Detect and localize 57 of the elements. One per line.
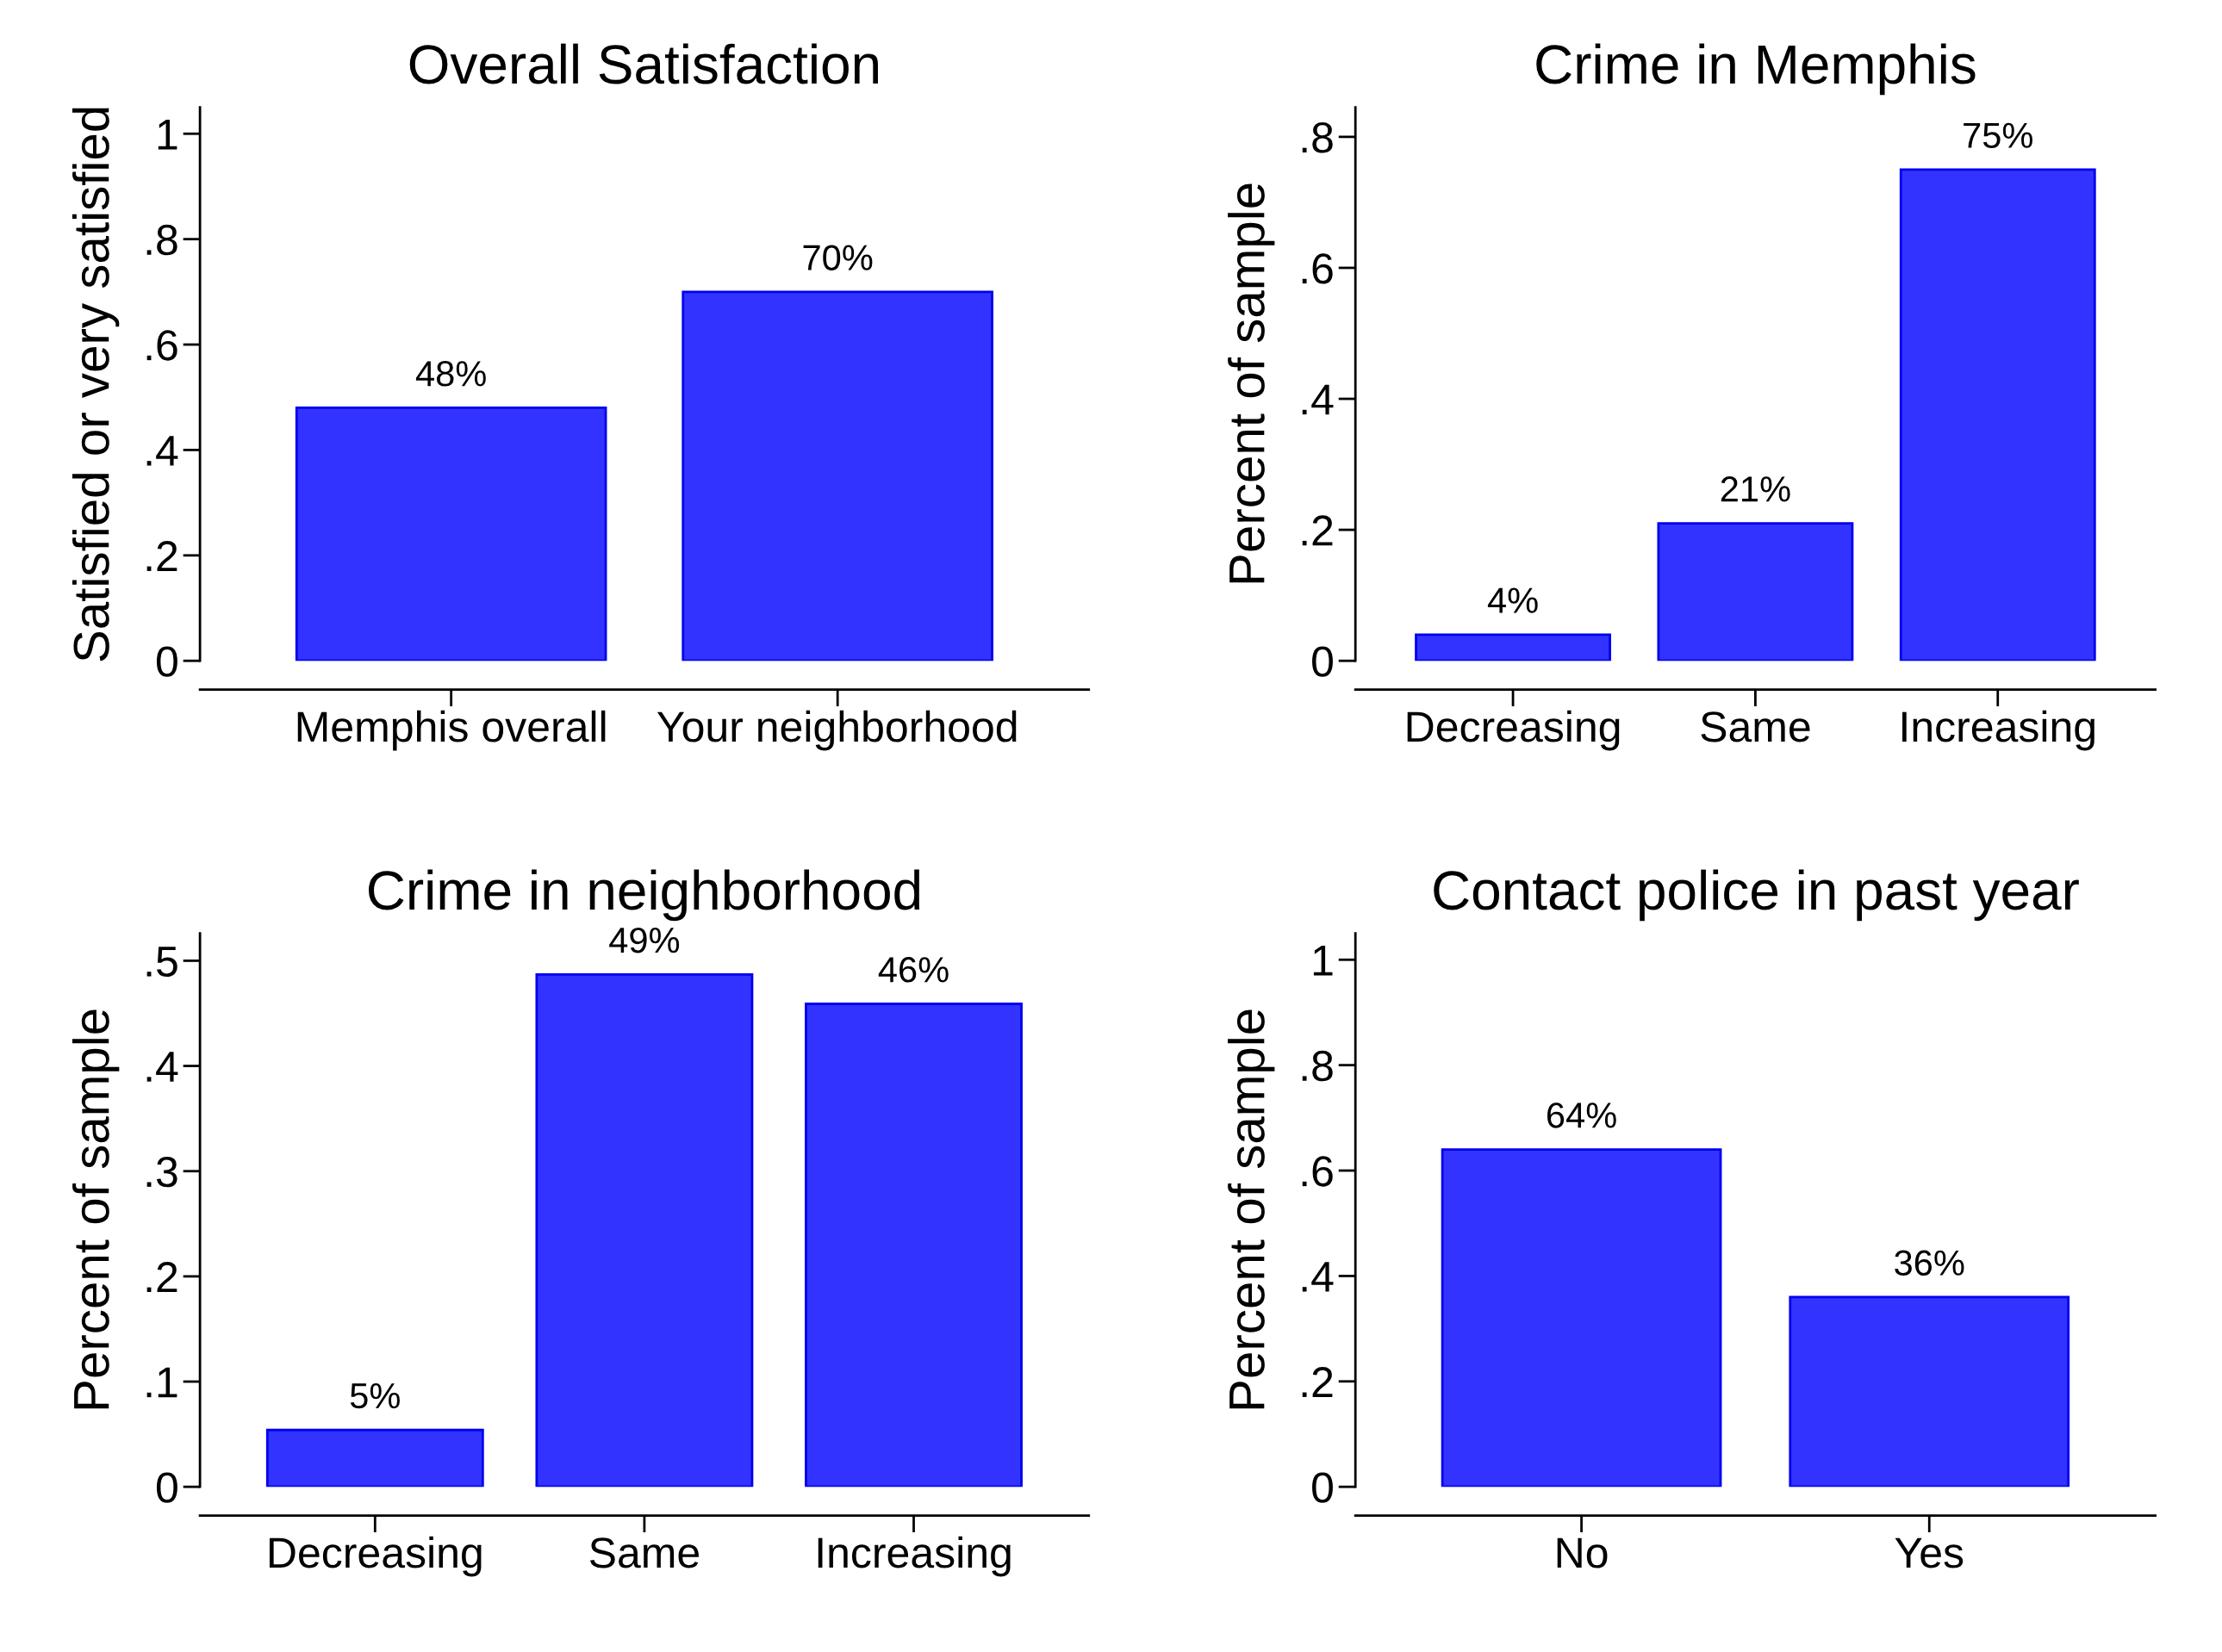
data-label: 75%: [1964, 122, 2032, 148]
data-label: 21%: [1721, 476, 1790, 502]
y-axis-title: Percent of sample: [72, 1009, 120, 1409]
y-tick-label: 0: [1312, 1472, 1333, 1503]
x-tick-label: Same: [589, 1537, 699, 1568]
y-tick-label: .1: [146, 1367, 177, 1398]
data-label: 70%: [803, 245, 873, 270]
y-tick-label: .4: [1302, 384, 1334, 415]
data-label: 48%: [415, 361, 486, 387]
y-axis-title: Satisfied or very satisfied: [72, 108, 120, 661]
y-tick-label: 0: [156, 646, 177, 677]
y-axis-title: Percent of sample: [1228, 1009, 1275, 1409]
y-tick-label: 0: [1312, 646, 1333, 677]
data-label: 46%: [878, 957, 949, 983]
y-tick-label: .8: [146, 224, 177, 256]
y-tick-label: .8: [1302, 122, 1333, 153]
y-axis-title: Percent of sample: [1228, 183, 1275, 583]
x-tick-label: Decreasing: [1407, 710, 1620, 751]
x-tick-label: Memphis overall: [297, 710, 606, 751]
chart-title: Crime in Memphis: [1536, 43, 1976, 96]
data-label: 64%: [1547, 1102, 1616, 1128]
x-tick-label: Increasing: [1902, 710, 2094, 751]
data-label: 5%: [350, 1383, 400, 1409]
y-tick-label: .6: [146, 330, 177, 361]
data-label: 4%: [1487, 587, 1538, 613]
y-tick-label: .5: [146, 947, 177, 978]
bar: [265, 1428, 484, 1487]
x-tick-label: Your neighborhood: [657, 710, 1017, 751]
y-tick-label: .2: [146, 1262, 177, 1293]
bar: [535, 972, 754, 1487]
bar: [1899, 168, 2096, 661]
y-tick-label: .3: [146, 1156, 177, 1188]
data-label: 36%: [1895, 1250, 1964, 1276]
x-tick-label: Same: [1701, 711, 1810, 742]
y-tick-label: .4: [146, 1052, 178, 1082]
y-tick-label: .8: [1302, 1050, 1333, 1082]
y-tick-label: .2: [1302, 515, 1333, 546]
x-tick-label: Yes: [1895, 1537, 1964, 1568]
y-tick-label: .4: [1302, 1262, 1334, 1292]
x-tick-label: Increasing: [818, 1536, 1011, 1577]
y-tick-label: 1: [158, 119, 177, 150]
chart-title: Overall Satisfaction: [409, 43, 878, 84]
chart-title: Contact police in past year: [1434, 869, 2079, 922]
y-tick-label: .6: [1302, 1156, 1333, 1187]
y-tick-label: .4: [146, 436, 178, 466]
bar: [1415, 633, 1611, 661]
y-tick-label: .6: [1302, 253, 1333, 284]
data-label: 49%: [609, 927, 680, 953]
y-tick-label: 0: [156, 1472, 177, 1503]
bar: [805, 1003, 1023, 1487]
y-tick-label: .2: [146, 541, 177, 571]
chart-title: Crime in neighborhood: [368, 869, 920, 922]
bar: [1657, 522, 1854, 661]
x-tick-label: Decreasing: [269, 1536, 482, 1577]
y-tick-label: 1: [1313, 945, 1333, 976]
y-tick-label: .2: [1302, 1367, 1333, 1397]
x-tick-label: No: [1557, 1537, 1608, 1568]
